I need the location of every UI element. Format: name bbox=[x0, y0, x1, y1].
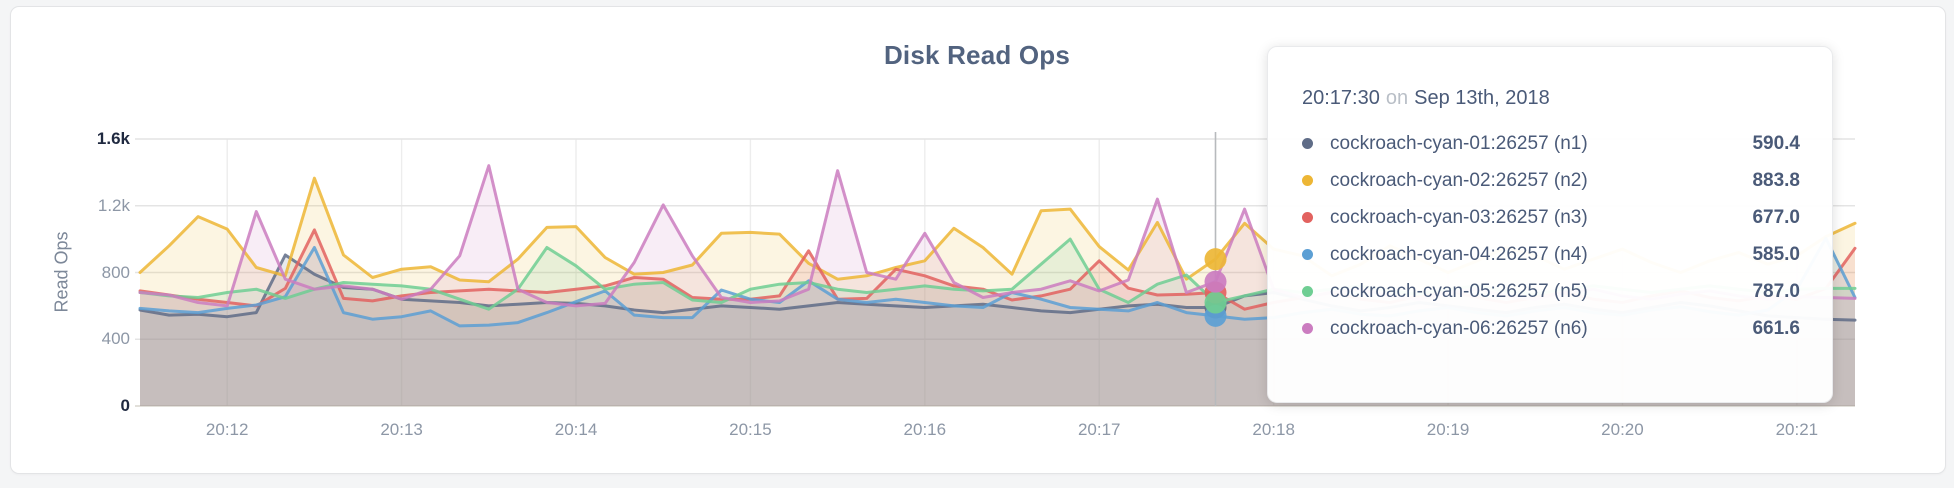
x-tick-label: 20:21 bbox=[1775, 420, 1819, 439]
tooltip-row-value: 585.0 bbox=[1752, 243, 1800, 265]
tooltip-row-value: 661.6 bbox=[1752, 317, 1800, 339]
x-tick-label: 20:20 bbox=[1601, 420, 1644, 439]
y-tick-label: 400 bbox=[101, 329, 130, 349]
series-color-dot-icon bbox=[1302, 323, 1313, 334]
tooltip-row-name: cockroach-cyan-03:26257 (n3) bbox=[1330, 206, 1588, 228]
x-tick-label: 20:14 bbox=[554, 420, 598, 439]
x-tick-label: 20:13 bbox=[380, 420, 423, 439]
chart-tooltip: 20:17:30 on Sep 13th, 2018 cockroach-cyan-… bbox=[1267, 46, 1833, 403]
x-tick-label: 20:17 bbox=[1077, 420, 1121, 439]
tooltip-row-value: 590.4 bbox=[1752, 132, 1800, 154]
tooltip-rows: cockroach-cyan-01:26257 (n1) 590.4 cockroa… bbox=[1302, 125, 1800, 347]
x-tick-label: 20:19 bbox=[1426, 420, 1470, 439]
tooltip-row-value: 787.0 bbox=[1752, 280, 1800, 302]
tooltip-row-name: cockroach-cyan-02:26257 (n2) bbox=[1330, 169, 1588, 191]
x-tick-label: 20:15 bbox=[729, 420, 772, 439]
tooltip-header: 20:17:30 on Sep 13th, 2018 bbox=[1302, 87, 1800, 110]
series-color-dot-icon bbox=[1302, 138, 1313, 149]
y-tick-label: 0 bbox=[120, 396, 130, 415]
tooltip-row: cockroach-cyan-03:26257 (n3) 677.0 bbox=[1302, 199, 1800, 236]
x-tick-label: 20:18 bbox=[1252, 420, 1295, 439]
x-tick-label: 20:12 bbox=[205, 420, 249, 439]
hover-dot-n2 bbox=[1204, 248, 1227, 271]
series-color-dot-icon bbox=[1302, 286, 1313, 297]
tooltip-row-value: 883.8 bbox=[1752, 169, 1800, 191]
y-tick-label: 800 bbox=[101, 262, 130, 282]
hover-dot-n5 bbox=[1204, 291, 1227, 314]
chart-title: Disk Read Ops bbox=[883, 40, 1071, 70]
x-tick-label: 20:16 bbox=[903, 420, 947, 439]
y-tick-label: 1.2k bbox=[97, 195, 130, 215]
tooltip-row: cockroach-cyan-01:26257 (n1) 590.4 bbox=[1302, 125, 1800, 162]
series-color-dot-icon bbox=[1302, 249, 1313, 260]
hover-dot-n6 bbox=[1204, 270, 1227, 293]
tooltip-row-name: cockroach-cyan-06:26257 (n6) bbox=[1330, 317, 1588, 339]
tooltip-date: Sep 13th, 2018 bbox=[1414, 87, 1550, 109]
series-color-dot-icon bbox=[1302, 175, 1313, 186]
tooltip-row: cockroach-cyan-02:26257 (n2) 883.8 bbox=[1302, 162, 1800, 199]
series-color-dot-icon bbox=[1302, 212, 1313, 223]
y-tick-label: 1.6k bbox=[96, 129, 130, 148]
tooltip-row-name: cockroach-cyan-05:26257 (n5) bbox=[1330, 280, 1588, 302]
tooltip-row-name: cockroach-cyan-04:26257 (n4) bbox=[1330, 243, 1588, 265]
tooltip-time: 20:17:30 bbox=[1302, 87, 1380, 109]
tooltip-row: cockroach-cyan-05:26257 (n5) 787.0 bbox=[1302, 273, 1800, 310]
tooltip-row: cockroach-cyan-06:26257 (n6) 661.6 bbox=[1302, 310, 1800, 347]
tooltip-conjunction: on bbox=[1385, 87, 1409, 109]
tooltip-row-name: cockroach-cyan-01:26257 (n1) bbox=[1330, 132, 1588, 154]
tooltip-row: cockroach-cyan-04:26257 (n4) 585.0 bbox=[1302, 236, 1800, 273]
tooltip-row-value: 677.0 bbox=[1752, 206, 1800, 228]
